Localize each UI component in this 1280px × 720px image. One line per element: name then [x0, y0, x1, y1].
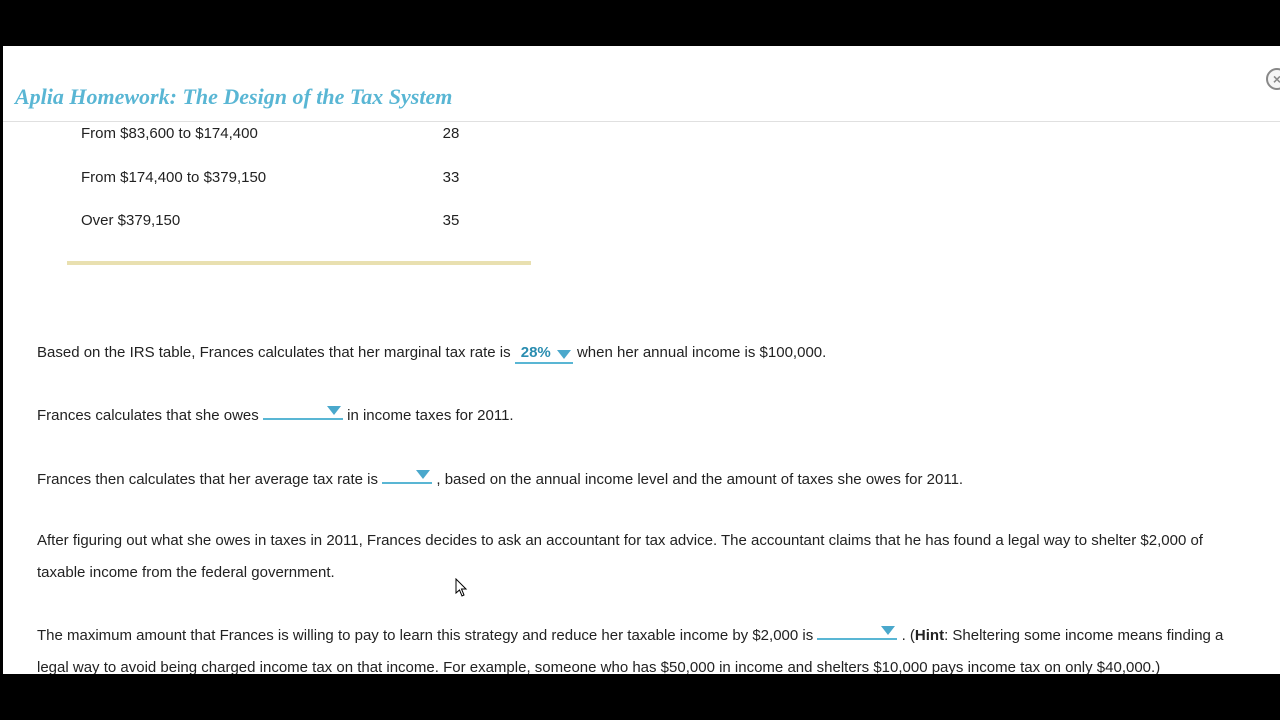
rate-cell: 28 [421, 122, 481, 156]
rate-cell: 33 [421, 156, 481, 200]
header-bar: Aplia Homework: The Design of the Tax Sy… [3, 46, 1280, 122]
page-title: Aplia Homework: The Design of the Tax Sy… [15, 84, 452, 110]
question-5: The maximum amount that Frances is willi… [37, 618, 1246, 674]
q1-pre: Based on the IRS table, Frances calculat… [37, 344, 515, 361]
close-button[interactable]: × [1266, 68, 1280, 90]
table-row: Over $379,150 35 [81, 199, 481, 243]
table-row: From $83,600 to $174,400 28 [81, 122, 481, 156]
question-2: Frances calculates that she owes in inco… [37, 398, 1246, 432]
q1-post: when her annual income is $100,000. [577, 344, 826, 361]
tax-bracket-table: From $83,600 to $174,400 28 From $174,40… [81, 122, 481, 243]
close-icon: × [1273, 71, 1280, 87]
app-viewport: Aplia Homework: The Design of the Tax Sy… [3, 46, 1280, 674]
bracket-cell: From $83,600 to $174,400 [81, 122, 421, 156]
q2-post: in income taxes for 2011. [347, 407, 513, 424]
table-bottom-rule [67, 261, 531, 265]
q3-post: , based on the annual income level and t… [436, 471, 963, 488]
hint-label: Hint [915, 627, 944, 644]
paragraph-4: After figuring out what she owes in taxe… [37, 525, 1246, 588]
q5-pre: The maximum amount that Frances is willi… [37, 627, 817, 644]
bracket-cell: From $174,400 to $379,150 [81, 156, 421, 200]
table-row: From $174,400 to $379,150 33 [81, 156, 481, 200]
taxes-owed-dropdown[interactable] [263, 398, 343, 420]
p4-text: After figuring out what she owes in taxe… [37, 532, 1203, 581]
question-1: Based on the IRS table, Frances calculat… [37, 337, 1246, 369]
dropdown-value: 28% [521, 344, 551, 361]
q2-pre: Frances calculates that she owes [37, 407, 263, 424]
question-content: From $83,600 to $174,400 28 From $174,40… [3, 122, 1280, 674]
average-rate-dropdown[interactable] [382, 462, 432, 484]
marginal-rate-dropdown[interactable]: 28% [515, 342, 573, 364]
q3-pre: Frances then calculates that her average… [37, 471, 382, 488]
bracket-cell: Over $379,150 [81, 199, 421, 243]
willing-to-pay-dropdown[interactable] [817, 618, 897, 640]
rate-cell: 35 [421, 199, 481, 243]
q5-post-open: . ( [902, 627, 915, 644]
question-3: Frances then calculates that her average… [37, 462, 1246, 496]
